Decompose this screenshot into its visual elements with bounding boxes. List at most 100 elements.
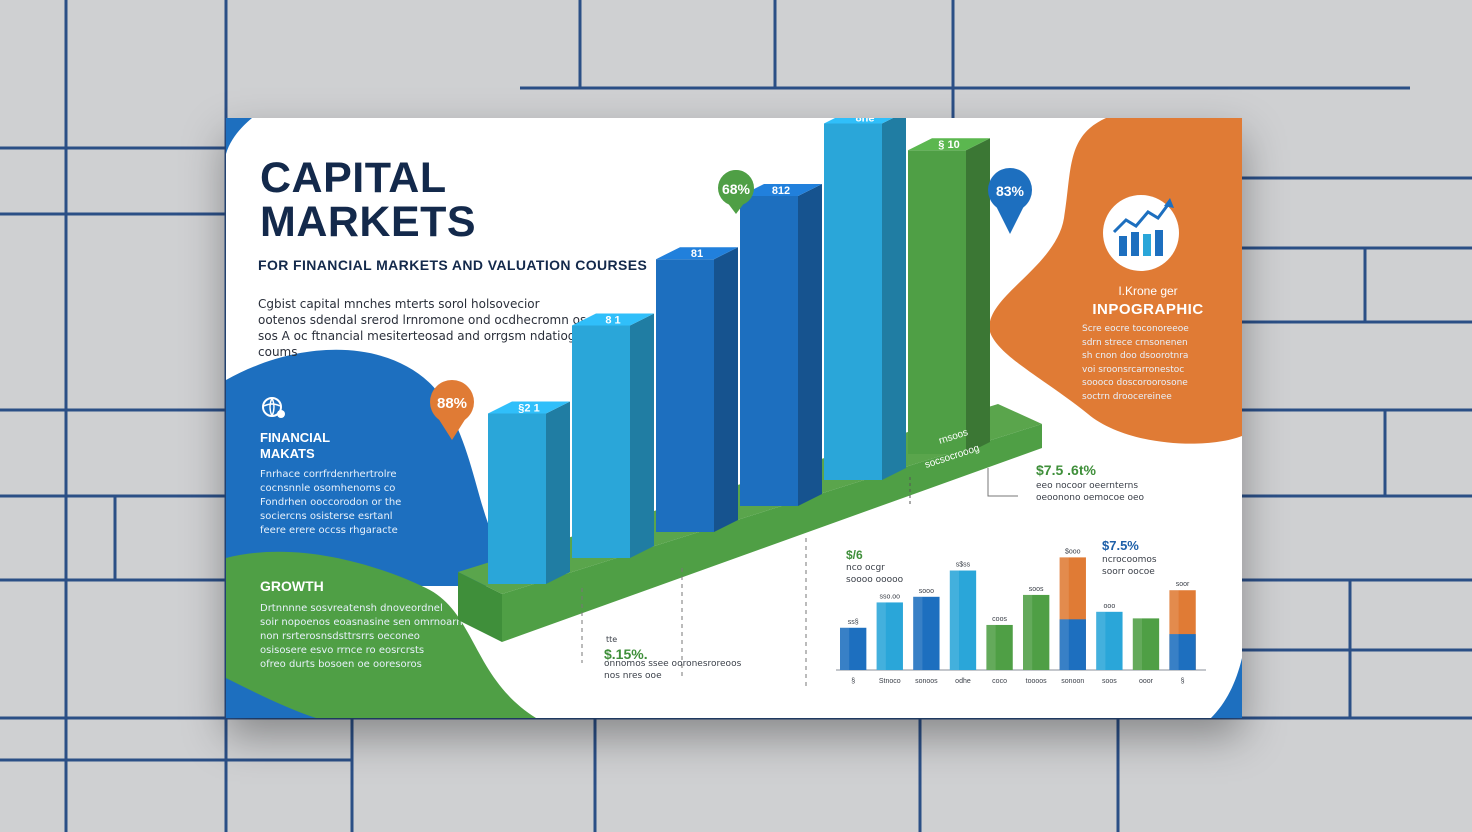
globe-icon — [262, 397, 285, 418]
pin-88: 88% — [430, 380, 474, 440]
pin-label-83: 83% — [996, 183, 1025, 199]
poster-background-shapes — [226, 118, 1242, 718]
bar-category-label: toooos — [1026, 678, 1048, 685]
bar-value-label: coos — [992, 616, 1007, 623]
bar-0 — [840, 627, 867, 670]
bar3d-top — [740, 184, 822, 196]
bar-category-label: § — [851, 678, 855, 685]
bar3d-front — [572, 325, 630, 558]
bar3d-value-label: 81 — [691, 248, 703, 260]
chart-green-base-front — [458, 572, 502, 642]
bar-value-label: $ooo — [1065, 548, 1081, 555]
bar3d-side — [714, 247, 738, 532]
bar3d-5: § 10 — [908, 138, 990, 454]
pin-83: 83% — [988, 168, 1032, 234]
pin-label-68: 68% — [722, 181, 751, 197]
bar3d-front — [908, 150, 966, 454]
bar-3 — [949, 570, 977, 670]
bar-1 — [876, 602, 903, 670]
bar-4 — [986, 624, 1013, 670]
bar-highlight-9 — [1169, 590, 1179, 670]
bar3d-2: 81 — [656, 247, 738, 532]
bar-highlight-1 — [876, 602, 886, 670]
bar-highlight-6 — [1059, 557, 1069, 670]
bar-value-label: sooo — [919, 588, 934, 595]
bar3d-1: 8 1 — [572, 313, 654, 558]
bar3d-side — [546, 401, 570, 584]
bar-highlight-0 — [840, 627, 850, 670]
intro-paragraph: Cgbist capital mnches mterts sorol holso… — [258, 297, 587, 359]
bar-highlight-5 — [1023, 594, 1033, 670]
3d-bar-chart: §2 1 8 1 81 812 8ne § 10 — [458, 118, 1042, 688]
bar3d-top — [824, 118, 893, 124]
title-line-1: CAPITAL — [260, 154, 447, 202]
bar3d-side — [798, 184, 822, 506]
bar3d-value-label: §2 1 — [518, 403, 539, 415]
pin-68: 68% — [718, 170, 754, 214]
bar3d-front — [488, 413, 546, 584]
bar-highlight-4 — [986, 624, 996, 670]
bar-category-label: ooor — [1139, 678, 1154, 685]
bar-category-label: § — [1181, 678, 1185, 685]
bar-highlight-2 — [913, 596, 923, 670]
growth-chart-icon — [1103, 195, 1179, 271]
bar3d-value-label: § 10 — [938, 139, 959, 151]
percent-pins: 68% 83% 88% rnsoos socsocrooog — [430, 168, 1032, 471]
bar3d-value-label: 8 1 — [605, 315, 620, 327]
stat-right-text: eeo nocoor oeernterns oeoonono oemocoe o… — [1036, 481, 1145, 503]
green-wave-panel — [226, 551, 536, 718]
bar-category-label: sonoon — [1061, 678, 1084, 685]
blue-wave-panel — [226, 349, 526, 586]
bar-highlight-7 — [1096, 611, 1106, 670]
stat-bottom-small: tte — [606, 635, 618, 644]
bar-value-label: s$ss — [956, 562, 971, 569]
base-label-1: rnsoos — [938, 427, 970, 447]
growth-heading: GROWTH — [260, 578, 324, 594]
chart-green-base-side — [502, 424, 1042, 642]
bar-category-label: Stnoco — [879, 678, 901, 685]
bar3d-side — [882, 118, 906, 480]
stat-right-value: $7.5 .6t% — [1036, 462, 1096, 478]
page-title: CAPITAL MARKETS — [260, 156, 476, 244]
growth-paragraph: Drtnnnne sosvreatensh dnoveordnel soir n… — [260, 603, 463, 670]
bar3d-side — [966, 138, 990, 454]
bar-7 — [1096, 611, 1123, 670]
bar-8 — [1132, 618, 1160, 670]
title-line-2: MARKETS — [260, 198, 477, 246]
bar3d-front — [656, 259, 714, 532]
bar-value-label: ss§ — [848, 619, 859, 626]
infographic-small-title: I.Krone ger — [1118, 284, 1178, 298]
stat-bottom-value: $.15%. — [604, 646, 648, 662]
bar3d-top — [656, 247, 738, 260]
bar-category-label: soos — [1102, 678, 1117, 685]
infographic-paragraph: Scre eocre toconoreeoe sdrn strece crnso… — [1082, 324, 1189, 402]
bar-value-label: soos — [1029, 586, 1044, 593]
bar3d-top — [908, 138, 990, 151]
bar3d-value-label: 8ne — [856, 118, 875, 125]
bar-highlight-8 — [1132, 618, 1143, 670]
bar3d-3: 812 — [740, 184, 822, 506]
bar3d-front — [740, 196, 798, 506]
infographic-poster: CAPITAL MARKETS FOR FINANCIAL MARKETS AN… — [226, 118, 1242, 718]
page-subtitle: FOR FINANCIAL MARKETS AND VALUATION COUR… — [258, 257, 648, 273]
bar-segment-9 — [1169, 634, 1196, 670]
base-label-2: socsocrooog — [924, 443, 981, 471]
financial-markets-paragraph: Fnrhace corrfrdenrhertrolre cocnsnnle os… — [260, 469, 402, 536]
stat-bottom-text: onnomos ssee ooronesroreoos nos nres ooe — [604, 659, 742, 681]
bar3d-side — [630, 313, 654, 558]
bar-5 — [1023, 594, 1050, 670]
pin-label-88: 88% — [437, 395, 467, 412]
bar-category-label: coco — [992, 678, 1007, 685]
chart-left-stat: $/6 — [846, 548, 863, 562]
bar-value-label: ooo — [1104, 603, 1116, 610]
bar3d-top — [572, 313, 654, 326]
blue-corner-accent — [1211, 658, 1242, 718]
bar3d-front — [824, 123, 882, 480]
bar-chart: ss§ § sso.oo Stnoco sooo sonoos s$ss odhe coos co… — [836, 548, 1206, 685]
bar-category-label: odhe — [955, 678, 971, 685]
blue-top-accent — [226, 118, 252, 154]
blue-bottom-accent — [226, 678, 316, 718]
bar3d-0: §2 1 — [488, 401, 570, 584]
bar3d-top — [488, 401, 570, 414]
